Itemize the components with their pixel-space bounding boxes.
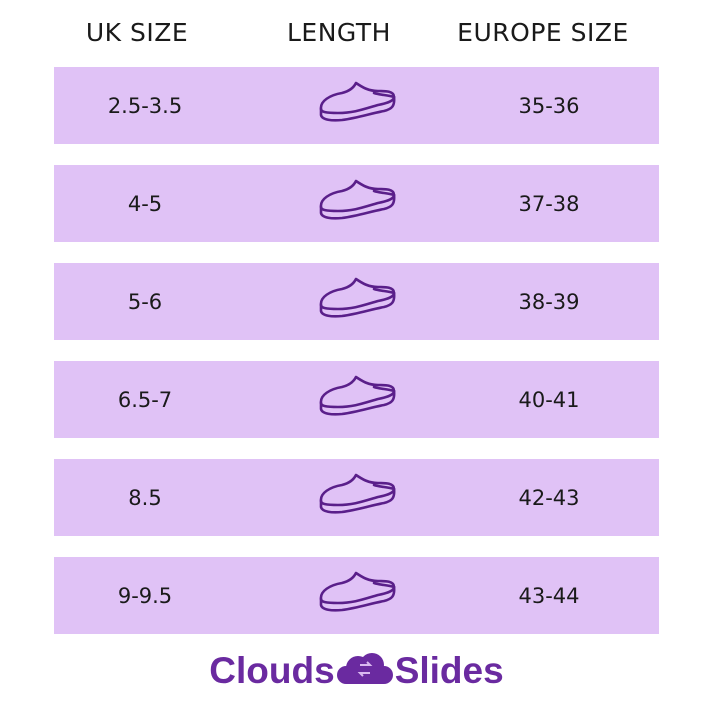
header-length: LENGTH xyxy=(287,18,391,47)
logo-text-left: Clouds xyxy=(209,650,335,691)
uk-size-cell: 6.5-7 xyxy=(117,387,173,412)
table-row: 5-6 38-39 xyxy=(54,263,659,340)
europe-size-cell: 40-41 xyxy=(518,387,580,412)
uk-size-cell: 5-6 xyxy=(127,289,163,314)
europe-size-cell: 42-43 xyxy=(518,485,580,510)
brand-logo: Clouds Slides xyxy=(0,650,713,692)
europe-size-cell: 43-44 xyxy=(518,583,580,608)
slipper-shoe-icon xyxy=(319,277,396,318)
europe-size-cell: 38-39 xyxy=(518,289,580,314)
table-row: 2.5-3.5 35-36 xyxy=(54,67,659,144)
header-uk-size: UK SIZE xyxy=(85,18,189,47)
europe-size-cell: 37-38 xyxy=(518,191,580,216)
uk-size-cell: 2.5-3.5 xyxy=(107,93,183,118)
europe-size-cell: 35-36 xyxy=(518,93,580,118)
logo-text-right: Slides xyxy=(394,650,504,691)
cloud-logo-icon xyxy=(336,653,393,684)
table-row: 6.5-7 40-41 xyxy=(54,361,659,438)
uk-size-cell: 8.5 xyxy=(128,485,162,510)
slipper-shoe-icon xyxy=(319,81,396,122)
header-europe-size: EUROPE SIZE xyxy=(457,18,629,47)
slipper-shoe-icon xyxy=(319,473,396,514)
table-row: 8.5 42-43 xyxy=(54,459,659,536)
table-row: 9-9.5 43-44 xyxy=(54,557,659,634)
uk-size-cell: 4-5 xyxy=(127,191,163,216)
uk-size-cell: 9-9.5 xyxy=(117,583,173,608)
slipper-shoe-icon xyxy=(319,179,396,220)
slipper-shoe-icon xyxy=(319,571,396,612)
table-row: 4-5 37-38 xyxy=(54,165,659,242)
slipper-shoe-icon xyxy=(319,375,396,416)
